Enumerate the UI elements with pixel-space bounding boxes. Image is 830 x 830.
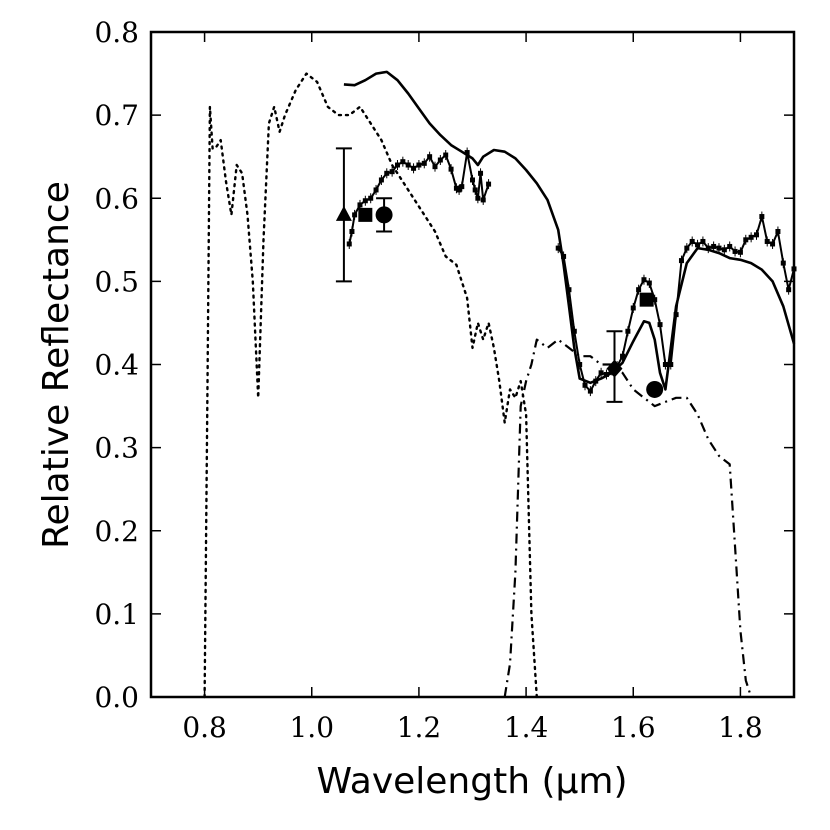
y-tick-label: 0.6 [94, 182, 139, 215]
x-tick-label: 1.6 [611, 711, 656, 744]
y-tick-label: 0.7 [94, 99, 139, 132]
x-tick-label: 0.8 [182, 711, 227, 744]
diamond-point [606, 359, 623, 378]
series-layer [203, 70, 797, 699]
x-tick-label: 1.0 [289, 711, 334, 744]
y-tick-label: 0.4 [94, 349, 139, 382]
y-tick-label: 0.2 [94, 515, 139, 548]
circle-point [375, 206, 393, 224]
y-tick-label: 0.3 [94, 432, 139, 465]
y-tick-label: 0.1 [94, 598, 139, 631]
axis-ticks: 0.8 1.0 1.2 1.4 1.6 1.8 0.0 0.1 0.2 0.3 0.4 0.5 0.6 0… [94, 16, 794, 744]
series-line-1 [343, 70, 796, 391]
square-point [639, 292, 654, 307]
series-line-4 [203, 72, 538, 699]
data-points-layer [335, 147, 664, 403]
y-tick-label: 0.5 [94, 265, 139, 298]
series-line-5 [503, 338, 753, 698]
triangle-point [335, 205, 352, 221]
x-axis-title: Wavelength (μm) [316, 761, 627, 802]
y-tick-label: 0.0 [94, 681, 139, 714]
x-tick-label: 1.4 [504, 711, 549, 744]
y-axis-title: Relative Reflectance [36, 181, 77, 549]
circle-point [646, 380, 664, 398]
x-tick-label: 1.8 [718, 711, 763, 744]
square-point [358, 207, 373, 222]
x-tick-label: 1.2 [397, 711, 442, 744]
y-tick-label: 0.8 [94, 16, 139, 49]
plot-frame [149, 30, 796, 699]
